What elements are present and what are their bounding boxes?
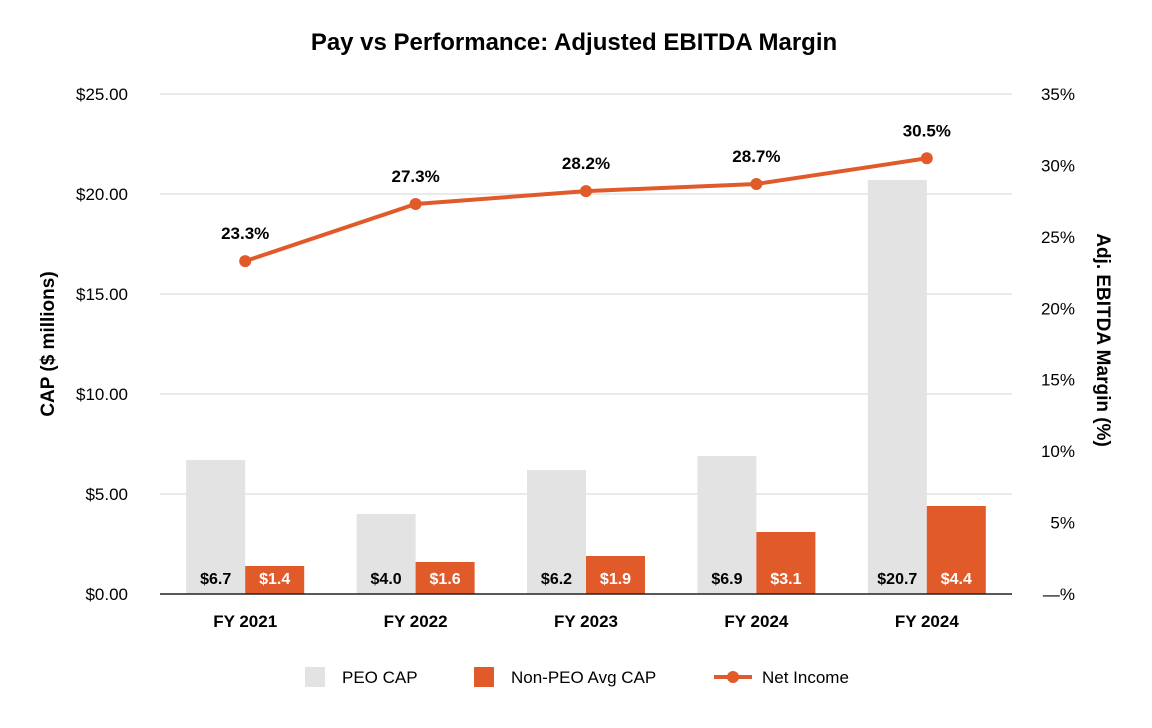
category-label: FY 2024	[724, 612, 789, 631]
legend: PEO CAP Non-PEO Avg CAP Net Income	[305, 667, 849, 687]
bar	[186, 460, 246, 594]
bar-value-label: $6.9	[711, 571, 742, 588]
legend-label: PEO CAP	[342, 668, 418, 687]
left-axis-ticks: $0.00 $5.00 $10.00 $15.00 $20.00 $25.00	[76, 85, 128, 604]
right-tick-label: 25%	[1041, 228, 1075, 247]
line-point	[239, 255, 252, 268]
right-tick-label: 10%	[1041, 442, 1075, 461]
right-tick-label: 20%	[1041, 299, 1075, 318]
right-tick-label: 35%	[1041, 85, 1075, 104]
legend-swatch	[474, 667, 494, 687]
bar-value-label: $20.7	[877, 571, 917, 588]
line-value-label: 28.2%	[562, 154, 610, 173]
legend-label: Net Income	[762, 668, 849, 687]
right-axis-title: Adj. EBITDA Margin (%)	[1092, 233, 1113, 447]
chart-title: Pay vs Performance: Adjusted EBITDA Marg…	[311, 29, 837, 56]
bars: $6.7 $4.0 $6.2 $6.9 $20.7 $1.4 $1.6 $1.9 $3.1 $4.…	[186, 180, 986, 594]
left-tick-label: $20.00	[76, 185, 128, 204]
line-point	[920, 152, 933, 165]
line-point	[409, 198, 422, 210]
right-axis-ticks: —% 5% 10% 15% 20% 25% 30% 35%	[1041, 85, 1075, 604]
bar-value-label: $4.4	[941, 571, 972, 588]
left-tick-label: $15.00	[76, 285, 128, 304]
left-axis-title: CAP ($ millions)	[38, 271, 59, 416]
category-label: FY 2022	[384, 612, 448, 631]
left-tick-label: $10.00	[76, 385, 128, 404]
line-value-label: 28.7%	[732, 147, 780, 166]
category-label: FY 2023	[554, 612, 618, 631]
line-value-label: 30.5%	[903, 121, 951, 140]
line-value-label: 23.3%	[221, 224, 269, 243]
right-tick-label: —%	[1043, 585, 1075, 604]
line-point	[580, 185, 592, 198]
bar	[245, 566, 305, 594]
bar	[356, 514, 416, 594]
category-labels: FY 2021 FY 2022 FY 2023 FY 2024 FY 2024	[213, 612, 959, 631]
bar-value-label: $6.2	[541, 571, 572, 588]
bar	[756, 532, 816, 594]
left-tick-label: $0.00	[85, 585, 128, 604]
category-label: FY 2024	[895, 612, 960, 631]
legend-label: Non-PEO Avg CAP	[511, 668, 656, 687]
right-tick-label: 30%	[1041, 156, 1075, 175]
bar	[586, 556, 645, 594]
bar	[527, 470, 586, 594]
series-line	[244, 156, 928, 264]
bar	[867, 180, 927, 594]
bar-value-label: $1.9	[600, 571, 631, 588]
bar-value-label: $1.6	[430, 571, 461, 588]
legend-marker	[727, 671, 739, 683]
bar	[415, 562, 475, 594]
line-point	[750, 178, 763, 190]
category-label: FY 2021	[213, 612, 277, 631]
line-value-label: 27.3%	[391, 167, 439, 186]
left-tick-label: $5.00	[85, 485, 128, 504]
line-series: 23.3% 27.3% 28.2% 28.7% 30.5%	[221, 121, 951, 268]
legend-swatch	[305, 667, 325, 687]
right-tick-label: 15%	[1041, 371, 1075, 390]
bar-value-label: $4.0	[371, 571, 402, 588]
right-tick-label: 5%	[1050, 514, 1075, 533]
bar-value-label: $1.4	[259, 571, 290, 588]
bar	[697, 456, 757, 594]
left-tick-label: $25.00	[76, 85, 128, 104]
bar-value-label: $6.7	[200, 571, 231, 588]
bar	[926, 506, 986, 594]
bar-value-label: $3.1	[770, 571, 801, 588]
